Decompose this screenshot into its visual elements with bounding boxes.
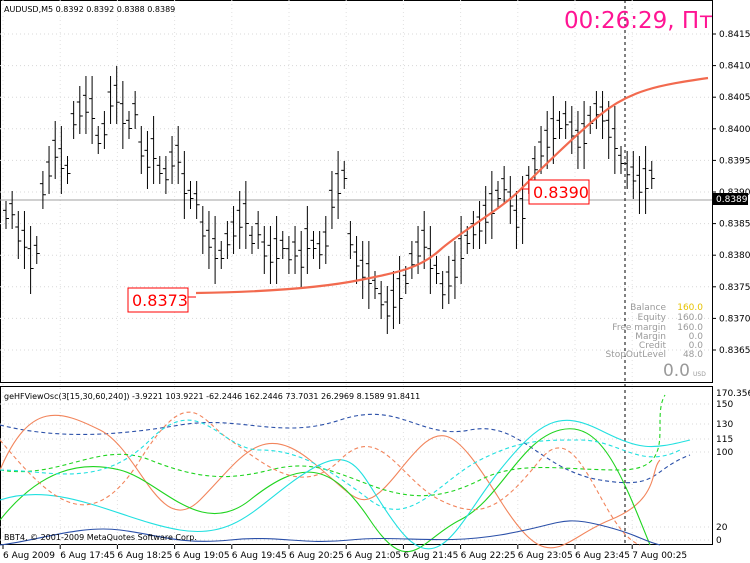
osc-tick-label: 20 bbox=[716, 523, 728, 533]
moving-average-line bbox=[195, 76, 709, 295]
price-tick-label: 0.8400 bbox=[719, 125, 750, 135]
price-tick-label: 0.8375 bbox=[719, 283, 750, 293]
oscillator-curve bbox=[0, 520, 661, 546]
price-tick-label: 0.8385 bbox=[719, 220, 750, 230]
balance-value: 160.0 bbox=[677, 303, 703, 313]
oscillator-curve bbox=[0, 419, 681, 510]
credit-label: Credit bbox=[639, 341, 667, 351]
price-tick-label: 0.8380 bbox=[719, 251, 750, 261]
margin-label: Margin bbox=[635, 332, 666, 342]
chart-header: AUDUSD,M5 0.8392 0.8392 0.8388 0.8389 bbox=[4, 5, 175, 14]
oscillator-curve bbox=[0, 394, 666, 497]
time-label: 6 Aug 23:45 bbox=[575, 551, 630, 561]
stopout-value: 48.0 bbox=[683, 350, 703, 360]
price-tick-label: 0.8370 bbox=[719, 314, 750, 324]
osc-tick-label: 170.3569 bbox=[716, 389, 750, 399]
current-price-box bbox=[713, 193, 748, 205]
time-label: 6 Aug 19:05 bbox=[175, 551, 230, 561]
time-axis[interactable]: 6 Aug 2009 6 Aug 17:45 6 Aug 18:25 6 Aug 19… bbox=[2, 545, 687, 561]
oscillator-curve bbox=[0, 428, 651, 553]
balance-label: Balance bbox=[630, 303, 666, 313]
time-label: 6 Aug 21:45 bbox=[403, 551, 458, 561]
copyright-text: BBT4, © 2001-2009 MetaQuotes Software Co… bbox=[4, 533, 197, 542]
stopout-label: StopOutLevel bbox=[605, 350, 666, 360]
time-label: 6 Aug 17:45 bbox=[60, 551, 115, 561]
price-tag-right: 0.8390 bbox=[533, 183, 589, 202]
oscillator-header: geHFViewOsc(3[15,30,60,240]) -3.9221 103… bbox=[4, 392, 420, 401]
osc-tick-label: 100 bbox=[716, 448, 733, 458]
profit-value: 0.0 bbox=[663, 361, 690, 381]
price-tag-right-box bbox=[528, 179, 590, 205]
time-label: 7 Aug 00:25 bbox=[632, 551, 687, 561]
free-margin-label: Free margin bbox=[612, 323, 666, 333]
server-clock: 00:26:29, Пт bbox=[564, 8, 713, 34]
price-bars bbox=[3, 66, 655, 334]
osc-tick-label: 130 bbox=[716, 420, 733, 430]
time-label: 6 Aug 23:05 bbox=[518, 551, 573, 561]
time-label: 6 Aug 22:25 bbox=[461, 551, 516, 561]
price-tick-label: 0.8365 bbox=[719, 346, 750, 356]
time-label: 6 Aug 21:05 bbox=[346, 551, 401, 561]
osc-tick-label: 0 bbox=[716, 536, 722, 546]
equity-label: Equity bbox=[638, 313, 667, 323]
price-tag-left: 0.8373 bbox=[132, 291, 188, 310]
oscillator-frame[interactable] bbox=[0, 386, 713, 545]
price-tick-label: 0.8395 bbox=[719, 156, 750, 166]
price-tag-left-box bbox=[127, 287, 189, 313]
oscillator-axis[interactable]: 170.3569150 130 115 100 20 0 bbox=[716, 389, 750, 546]
profit-unit: USD bbox=[693, 371, 706, 378]
free-margin-value: 160.0 bbox=[677, 323, 703, 333]
time-label: 6 Aug 2009 bbox=[3, 551, 55, 561]
time-label: 6 Aug 19:45 bbox=[232, 551, 287, 561]
osc-tick-label: 115 bbox=[716, 435, 733, 445]
current-price-label: 0.8389 bbox=[716, 195, 748, 205]
time-label: 6 Aug 18:25 bbox=[117, 551, 172, 561]
time-label: 6 Aug 20:25 bbox=[289, 551, 344, 561]
osc-tick-label: 150 bbox=[716, 400, 733, 410]
margin-value: 0.0 bbox=[689, 332, 704, 342]
credit-value: 0.0 bbox=[689, 341, 704, 351]
oscillator-lines bbox=[0, 394, 691, 553]
account-info-panel: Balance 160.0 Equity 160.0 Free margin 1… bbox=[605, 303, 706, 381]
price-tick-label: 0.8410 bbox=[719, 62, 750, 72]
equity-value: 160.0 bbox=[677, 313, 703, 323]
price-tick-label: 0.8415 bbox=[719, 30, 750, 40]
price-tick-label: 0.8405 bbox=[719, 93, 750, 103]
oscillator-curve bbox=[0, 419, 691, 550]
oscillator-curve bbox=[0, 411, 641, 546]
